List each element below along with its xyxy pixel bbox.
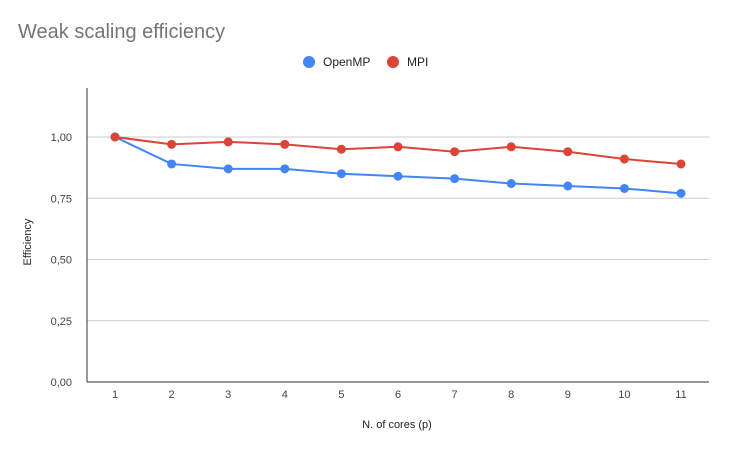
data-point-mpi[interactable] [223, 137, 233, 147]
y-tick-label: 0,00 [51, 377, 72, 389]
x-tick-label: 9 [565, 389, 571, 401]
series-mpi [110, 132, 686, 169]
data-point-mpi[interactable] [336, 144, 346, 154]
data-point-mpi[interactable] [393, 142, 403, 152]
data-point-openmp[interactable] [167, 159, 177, 169]
x-tick-label: 7 [452, 389, 458, 401]
legend-swatch-mpi [387, 56, 399, 68]
y-tick-label: 0,25 [51, 316, 72, 328]
data-point-mpi[interactable] [450, 147, 460, 157]
legend-swatch-openmp [303, 56, 315, 68]
data-point-openmp[interactable] [223, 164, 233, 174]
y-axis-ticks: 0,00 0,25 0,50 0,75 1,00 [51, 132, 72, 389]
data-point-mpi[interactable] [676, 159, 686, 169]
x-axis-label: N. of cores (p) [362, 419, 432, 431]
series-openmp [110, 132, 686, 198]
legend-item-openmp[interactable]: OpenMP [303, 55, 370, 69]
data-point-openmp[interactable] [506, 179, 516, 189]
x-tick-label: 3 [225, 389, 231, 401]
legend-label-mpi: MPI [407, 55, 428, 69]
legend[interactable]: OpenMP MPI [303, 55, 428, 69]
x-tick-label: 8 [508, 389, 514, 401]
legend-item-mpi[interactable]: MPI [387, 55, 428, 69]
x-tick-label: 2 [169, 389, 175, 401]
y-axis-label: Efficiency [22, 218, 34, 265]
data-point-openmp[interactable] [280, 164, 290, 174]
x-tick-label: 5 [338, 389, 344, 401]
x-tick-label: 6 [395, 389, 401, 401]
data-point-openmp[interactable] [393, 171, 403, 181]
data-point-openmp[interactable] [619, 183, 629, 193]
data-point-mpi[interactable] [506, 142, 516, 152]
legend-label-openmp: OpenMP [323, 55, 370, 69]
gridlines [87, 136, 709, 322]
y-tick-label: 0,75 [51, 193, 72, 205]
x-tick-label: 4 [282, 389, 288, 401]
data-point-mpi[interactable] [280, 139, 290, 149]
data-point-openmp[interactable] [563, 181, 573, 191]
data-point-mpi[interactable] [167, 139, 177, 149]
x-tick-label: 1 [112, 389, 118, 401]
x-tick-label: 11 [675, 389, 686, 401]
data-point-openmp[interactable] [676, 188, 686, 198]
series-layer [110, 132, 686, 198]
x-tick-label: 10 [618, 389, 630, 401]
data-point-mpi[interactable] [563, 147, 573, 157]
data-point-openmp[interactable] [336, 169, 346, 179]
x-axis-ticks: 1 2 3 4 5 6 7 8 9 10 11 [112, 389, 687, 401]
data-point-openmp[interactable] [450, 174, 460, 184]
y-tick-label: 1,00 [51, 132, 72, 144]
y-tick-label: 0,50 [51, 255, 72, 267]
data-point-mpi[interactable] [110, 132, 120, 142]
data-point-mpi[interactable] [619, 154, 629, 164]
chart-title: Weak scaling efficiency [18, 21, 225, 43]
